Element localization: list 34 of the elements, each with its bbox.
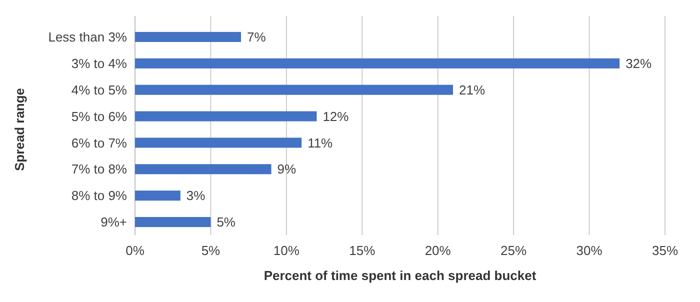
data-label: 3%	[186, 188, 206, 204]
y-tick-label: 4% to 5%	[71, 82, 128, 98]
y-tick-label: 6% to 7%	[71, 135, 128, 150]
data-label: 12%	[322, 108, 350, 124]
y-tick-label: 9%+	[100, 214, 127, 230]
data-label: 11%	[308, 135, 334, 150]
data-label: 32%	[626, 56, 652, 71]
bar	[135, 58, 620, 68]
data-label: 21%	[459, 82, 486, 98]
data-label: 9%	[277, 162, 297, 177]
y-tick-label: 7% to 8%	[71, 162, 128, 177]
x-tick-label: 5%	[201, 243, 221, 258]
x-tick-label: 15%	[349, 243, 376, 258]
bar	[135, 164, 272, 174]
x-tick-label: 35%	[652, 243, 678, 258]
bar	[135, 111, 317, 122]
bar	[135, 190, 180, 201]
y-tick-label: Less than 3%	[48, 30, 128, 45]
x-tick-label: 25%	[500, 243, 528, 258]
y-tick-label: 5% to 6%	[71, 108, 128, 124]
y-axis-title: Spread range	[12, 88, 27, 172]
y-tick-label: 8% to 9%	[71, 188, 128, 204]
y-tick-label: 3% to 4%	[71, 56, 128, 71]
x-tick-label: 0%	[126, 243, 145, 258]
bar	[135, 84, 453, 95]
bar	[135, 138, 302, 148]
x-tick-label: 30%	[576, 243, 603, 258]
x-axis-title: Percent of time spent in each spread bucket	[264, 268, 537, 283]
data-label: 5%	[216, 214, 236, 230]
x-tick-label: 10%	[273, 243, 300, 258]
x-tick-label: 20%	[424, 243, 452, 258]
bar	[135, 217, 211, 228]
bar	[135, 32, 241, 42]
data-label: 7%	[247, 30, 266, 45]
